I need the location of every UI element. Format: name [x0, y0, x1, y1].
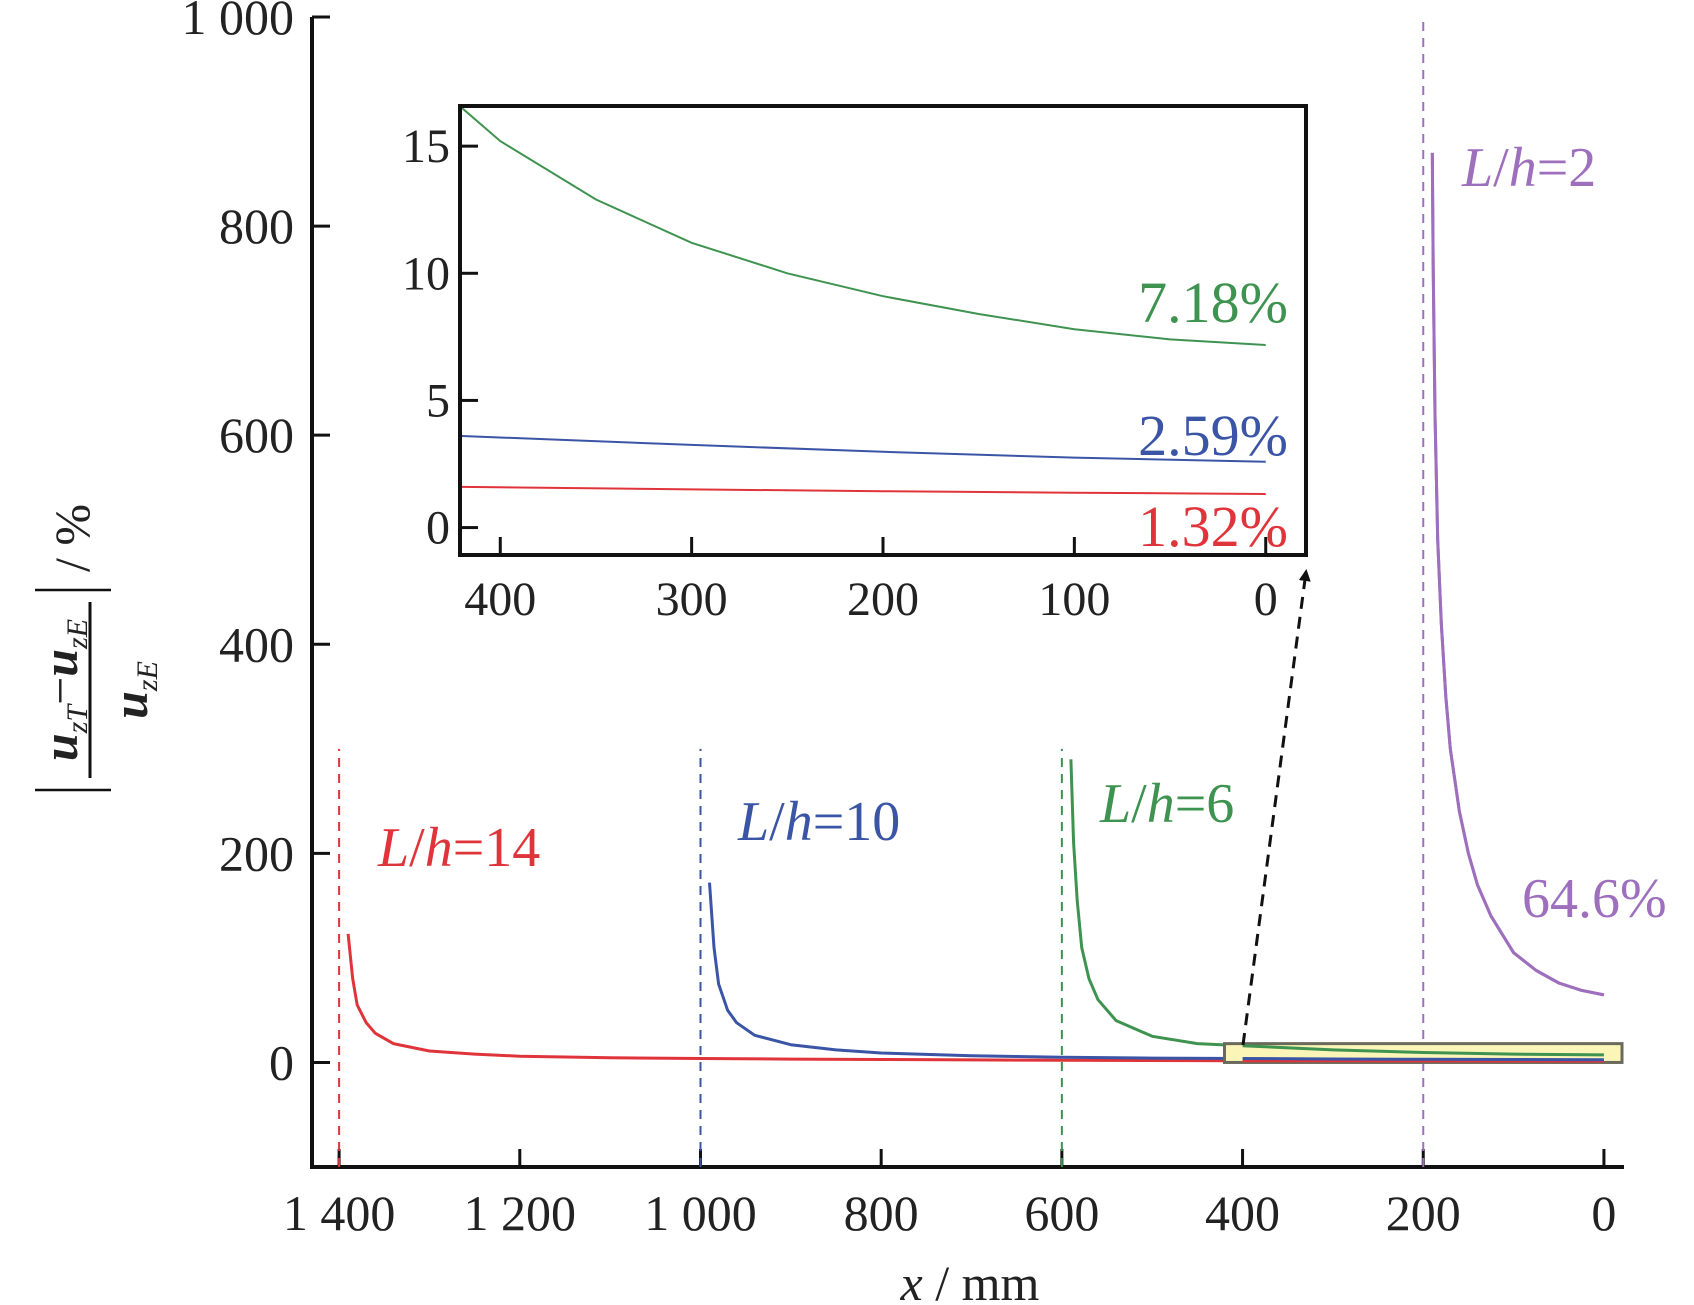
main-series-lines-over-box: [1242, 152, 1605, 1063]
inset-y-tick-label: 15: [402, 120, 450, 173]
inset-x-tick-label: 200: [847, 573, 919, 626]
inset-series-line: [462, 108, 1266, 346]
y-tick-label: 1 000: [182, 0, 295, 45]
series-name-label: L/h=2: [1461, 137, 1596, 199]
x-tick-label: 200: [1386, 1185, 1461, 1241]
x-tick-label: 1 400: [283, 1185, 396, 1241]
series-line-segment: [1242, 1044, 1604, 1057]
support-markers: [338, 17, 1425, 1167]
series-line: [708, 882, 1604, 1062]
inset-x-tick-label: 0: [1254, 573, 1278, 626]
inset-end-label: 7.18%: [1138, 270, 1288, 335]
svg-text:uzE: uzE: [102, 661, 164, 719]
series-line-segment: [1242, 1057, 1604, 1062]
x-tick-label: 1 000: [644, 1185, 757, 1241]
y-tick-label: 800: [219, 198, 294, 254]
main-axes: 0 200 400 600 800 1 000 1 400 1 200 1 000 800 600…: [182, 0, 1624, 1241]
x-tick-label: 600: [1024, 1185, 1099, 1241]
x-axis-title: x / mm: [900, 1255, 1040, 1305]
y-label-num-a: u: [32, 733, 88, 761]
inset-series-line: [462, 435, 1266, 463]
series-line: [346, 933, 1604, 1063]
series-line-segment: [1430, 152, 1605, 997]
series-name-label: L/h=10: [737, 791, 900, 853]
inset-end-label: 1.32%: [1138, 494, 1288, 559]
x-ticks: 1 400 1 200 1 000 800 600 400 200 0: [283, 1149, 1616, 1241]
y-tick-label: 0: [269, 1034, 294, 1090]
inset-chart: 0 5 10 15 400 300 200 100 0 7.18% 2.59% 1.32%: [402, 104, 1308, 626]
inset-x-ticks: 400 300 200 100 0: [464, 537, 1278, 626]
x-tick-label: 800: [844, 1185, 919, 1241]
svg-text:uzT−uzE: uzT−uzE: [32, 619, 94, 761]
y-tick-label: 200: [219, 825, 294, 881]
y-label-num-b: u: [32, 649, 88, 677]
y-tick-label: 600: [219, 407, 294, 463]
inset-series-line: [462, 485, 1266, 495]
y-tick-label: 400: [219, 616, 294, 672]
inset-frame: [458, 104, 1308, 557]
inset-end-label: 2.59%: [1138, 403, 1288, 468]
y-label-den-a: u: [102, 691, 158, 719]
zoom-arrow: [1241, 569, 1311, 1046]
y-label-den-a-sub: zE: [131, 661, 164, 692]
inset-y-tick-label: 10: [402, 247, 450, 300]
series-end-label: 64.6%: [1522, 868, 1667, 930]
y-ticks: 0 200 400 600 800 1 000: [182, 0, 330, 1090]
inset-y-tick-label: 5: [426, 374, 450, 427]
y-axis-title: uzT−uzE uzE / %: [32, 504, 164, 792]
series-name-label: L/h=14: [377, 817, 540, 879]
y-label-unit: / %: [44, 504, 100, 572]
inset-series-lines: [462, 108, 1266, 495]
inset-y-ticks: 0 5 10 15: [402, 120, 478, 555]
inset-x-tick-label: 300: [656, 573, 728, 626]
x-tick-label: 1 200: [464, 1185, 577, 1241]
y-label-num-op: −: [32, 677, 88, 705]
x-label-unit: / mm: [923, 1255, 1040, 1305]
series-name-label: L/h=6: [1099, 773, 1234, 835]
inset-y-tick-label: 0: [426, 502, 450, 555]
x-tick-label: 400: [1205, 1185, 1280, 1241]
x-tick-label: 0: [1591, 1185, 1616, 1241]
main-series-labels: L/h=14 L/h=10 L/h=6 L/h=2 64.6%: [377, 137, 1667, 930]
inset-x-tick-label: 100: [1038, 573, 1110, 626]
inset-series-labels: 7.18% 2.59% 1.32%: [1138, 270, 1288, 559]
x-label-var: x: [900, 1255, 923, 1305]
inset-x-tick-label: 400: [464, 573, 536, 626]
